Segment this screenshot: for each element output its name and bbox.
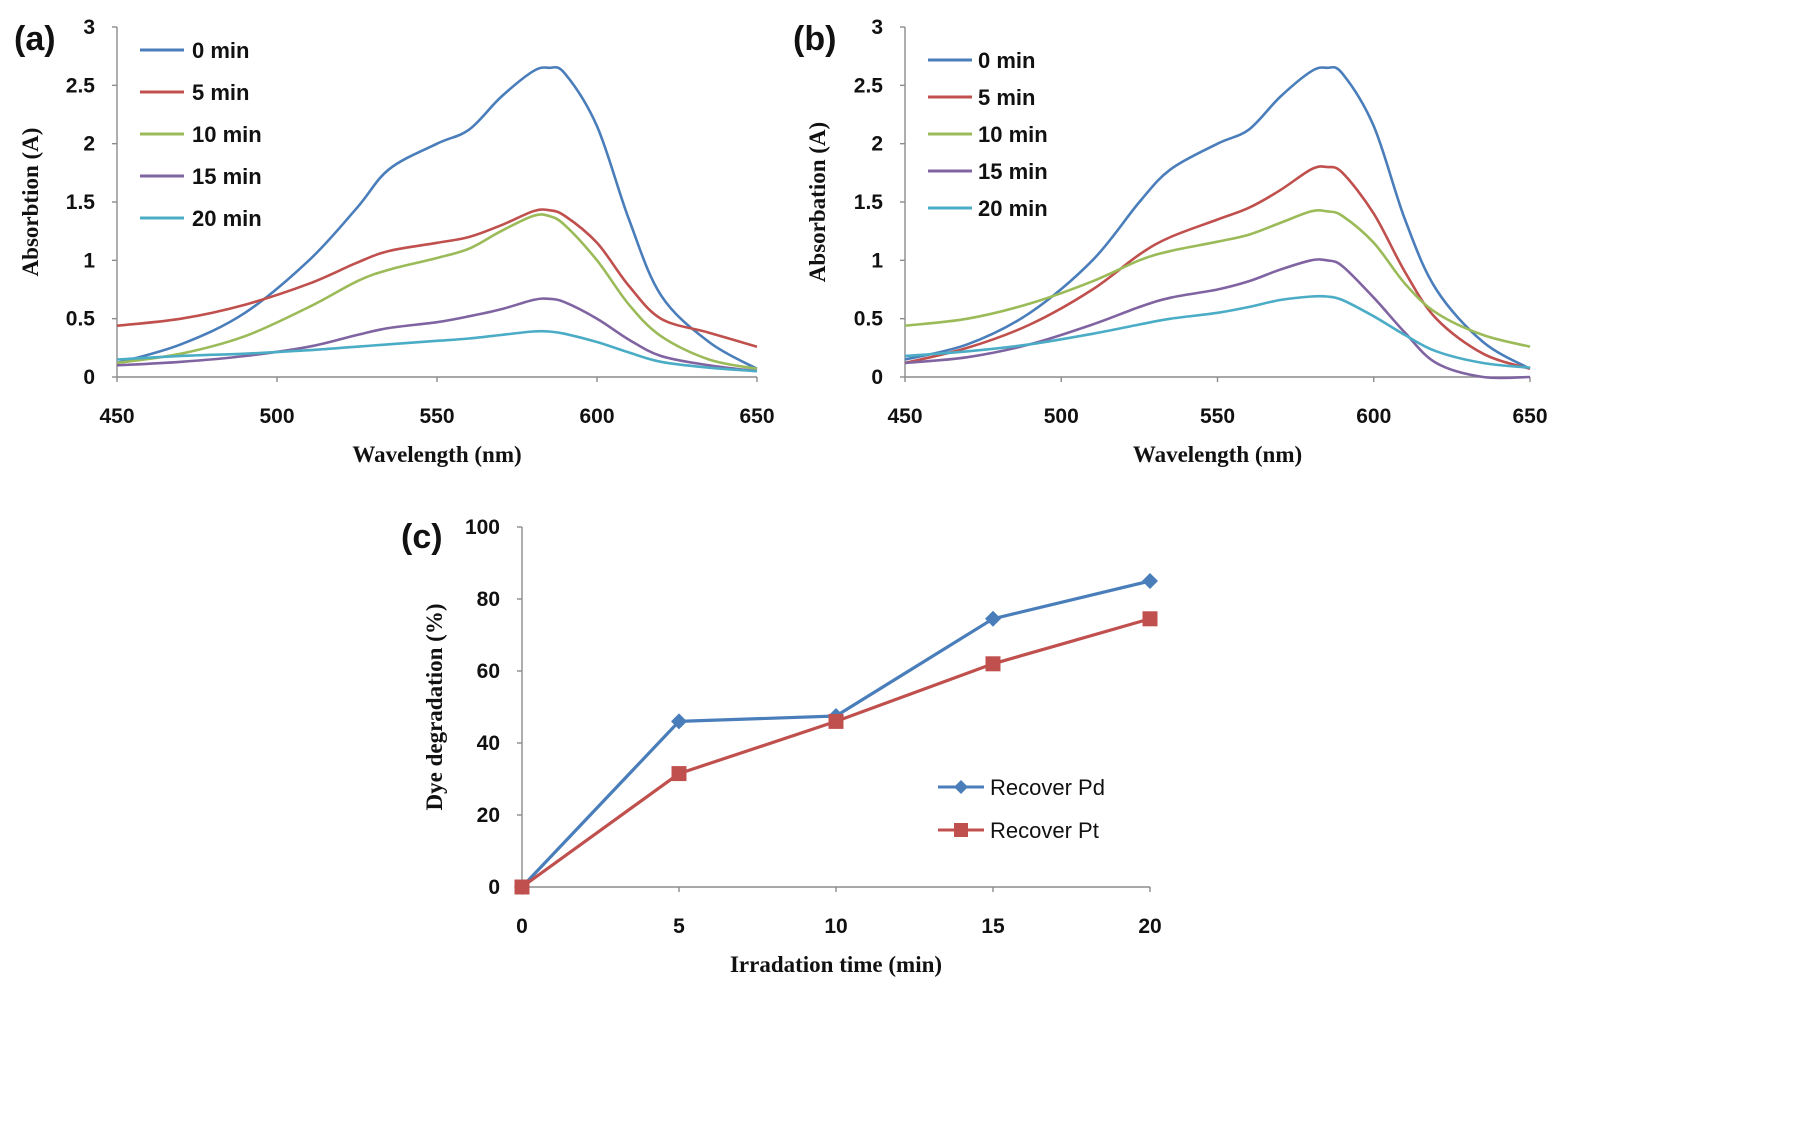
chart-b-series-line-10-min (904, 208, 1531, 348)
chart-b-y-tick-label: 1 (871, 249, 883, 272)
chart-c-y-tick-label: 40 (477, 732, 500, 755)
chart-c-data-point-recover-pt (671, 766, 687, 782)
chart-a-y-tick-label: 3 (83, 16, 95, 39)
chart-a-x-tick-label: 450 (99, 405, 134, 428)
chart-c-x-tick-label: 5 (673, 915, 685, 938)
chart-a-y-tick-label: 1.5 (66, 191, 96, 214)
chart-a-series-line-5-min (116, 208, 758, 348)
chart-c-data-point-recover-pd (985, 610, 1001, 627)
chart-c-x-axis-title: Irradation time (min) (730, 952, 942, 977)
chart-a-series-line-0-min (116, 65, 758, 370)
chart-b-series-line-15-min (904, 258, 1531, 380)
chart-panel-b: 0 0.5 1 1.5 2 2.5 3 450 500 550 600 650 Wavelength (… (793, 16, 1548, 467)
chart-b-y-tick-label: 0.5 (854, 308, 884, 331)
chart-a-legend-label-0-min: 0 min (192, 38, 249, 63)
chart-c-data-point-recover-pd (671, 713, 687, 730)
chart-panel-c: 0 20 40 60 80 100 0 5 10 15 20 Irradation time (min… (401, 516, 1162, 977)
chart-c-panel-label: (c) (401, 518, 443, 556)
chart-c-legend-label-recover-pd: Recover Pd (990, 775, 1105, 800)
chart-c-x-tick-label: 20 (1138, 915, 1161, 938)
chart-a-x-tick-label: 600 (579, 405, 614, 428)
chart-c-x-tick-label: 0 (516, 915, 528, 938)
chart-a-x-tick-label: 550 (419, 405, 454, 428)
chart-c-series-line-recover-pt (521, 617, 1151, 889)
chart-a-legend-label-5-min: 5 min (192, 80, 249, 105)
chart-panel-a: 0 0.5 1 1.5 2 2.5 3 450 500 550 600 650 Wavelength (… (14, 16, 775, 467)
chart-b-y-tick-label: 2 (871, 133, 883, 156)
chart-b-x-tick-label: 600 (1356, 405, 1391, 428)
chart-b-x-tick-label: 500 (1044, 405, 1079, 428)
chart-c-data-point-recover-pt (828, 713, 844, 729)
chart-a-legend-label-20-min: 20 min (192, 206, 262, 231)
chart-c-data-point-recover-pd (1142, 573, 1158, 589)
chart-c-y-tick-label: 0 (488, 876, 500, 899)
chart-a-series-line-20-min (116, 329, 758, 373)
chart-a-x-tick-label: 500 (259, 405, 294, 428)
chart-a-y-tick-label: 0.5 (66, 308, 96, 331)
chart-a-series-line-10-min (116, 213, 758, 371)
chart-a-y-tick-label: 2 (83, 133, 95, 156)
chart-c-legend-label-recover-pt: Recover Pt (990, 818, 1099, 843)
chart-b-y-tick-label: 0 (871, 366, 883, 389)
chart-b-x-tick-label: 550 (1200, 405, 1235, 428)
chart-b-legend-label-5-min: 5 min (978, 85, 1035, 110)
chart-c-data-point-recover-pt (514, 879, 530, 895)
chart-a-y-tick-label: 2.5 (66, 74, 96, 97)
chart-b-x-tick-label: 650 (1512, 405, 1547, 428)
chart-c-y-axis-title: Dye degradation (%) (422, 604, 447, 811)
chart-a-y-tick-label: 0 (83, 366, 95, 389)
chart-a-legend-label-10-min: 10 min (192, 122, 262, 147)
chart-b-y-tick-label: 3 (871, 16, 883, 39)
chart-b-series-line-0-min (904, 65, 1531, 370)
chart-c-x-tick-label: 15 (981, 915, 1005, 938)
chart-a-y-tick-label: 1 (83, 249, 95, 272)
chart-c-y-tick-label: 20 (477, 804, 500, 827)
chart-a-panel-label: (a) (14, 20, 56, 58)
chart-b-legend-label-15-min: 15 min (978, 159, 1048, 184)
chart-c-legend-marker-recover-pd (954, 780, 968, 794)
chart-b-panel-label: (b) (793, 20, 836, 58)
chart-a-x-axis-title: Wavelength (nm) (352, 442, 521, 467)
chart-b-x-tick-label: 450 (887, 405, 922, 428)
chart-b-series-line-5-min (904, 165, 1531, 371)
chart-a-y-axis-title: Absorbtion (A) (18, 128, 43, 277)
chart-b-y-tick-label: 2.5 (854, 74, 884, 97)
chart-b-y-axis-title: Absorbation (A) (805, 122, 830, 282)
chart-b-legend-label-20-min: 20 min (978, 196, 1048, 221)
chart-b-legend-label-10-min: 10 min (978, 122, 1048, 147)
chart-b-series-line-20-min (904, 294, 1531, 369)
chart-b-x-axis-title: Wavelength (nm) (1133, 442, 1302, 467)
chart-c-data-point-recover-pt (1142, 611, 1158, 627)
chart-b-legend-label-0-min: 0 min (978, 48, 1035, 73)
chart-a-x-tick-label: 650 (739, 405, 774, 428)
chart-b-y-tick-label: 1.5 (854, 191, 884, 214)
chart-c-x-tick-label: 10 (824, 915, 847, 938)
chart-c-data-point-recover-pt (985, 656, 1001, 672)
chart-a-legend-label-15-min: 15 min (192, 164, 262, 189)
chart-c-y-tick-label: 60 (477, 660, 500, 683)
chart-c-y-tick-label: 100 (465, 516, 500, 539)
chart-c-y-tick-label: 80 (477, 588, 500, 611)
chart-c-legend-marker-recover-pt (954, 823, 968, 837)
